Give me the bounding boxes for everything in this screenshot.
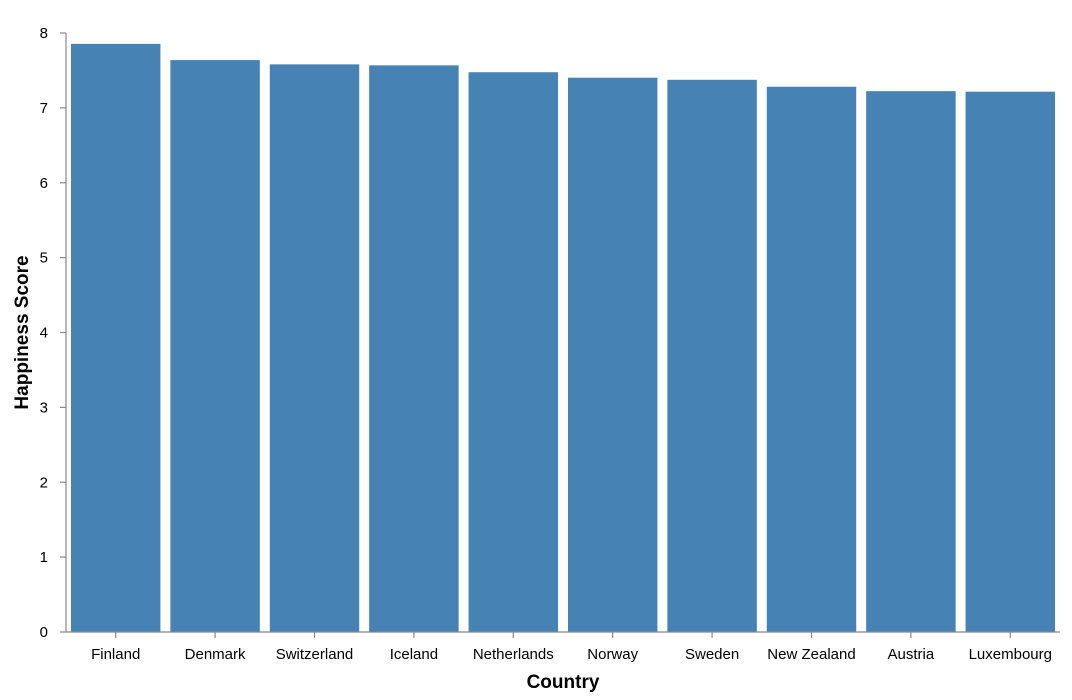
- x-axis-title: Country: [527, 672, 600, 693]
- x-tick-label: Finland: [91, 646, 140, 663]
- x-tick-label: New Zealand: [767, 646, 855, 663]
- bars-group: [70, 43, 1056, 633]
- bar-sweden: [667, 79, 757, 633]
- bar-switzerland: [269, 64, 360, 633]
- y-axis-title: Happiness Score: [12, 255, 33, 409]
- x-tick-label: Netherlands: [473, 646, 554, 663]
- x-tick-label: Luxembourg: [969, 646, 1052, 663]
- y-tick-label: 4: [40, 325, 48, 342]
- bar-denmark: [170, 60, 260, 633]
- bar-new-zealand: [766, 86, 857, 632]
- bar-norway: [567, 77, 658, 632]
- x-tick-label: Iceland: [390, 646, 438, 663]
- y-tick-label: 6: [40, 175, 48, 192]
- y-tick-label: 5: [40, 250, 48, 267]
- x-axis: Finland Denmark Switzerland Iceland Netherla…: [66, 631, 1060, 663]
- x-tick-label: Austria: [888, 646, 935, 663]
- bar-luxembourg: [965, 91, 1056, 632]
- y-tick-label: 2: [40, 474, 48, 491]
- bar-iceland: [369, 65, 459, 633]
- bar-netherlands: [468, 72, 559, 633]
- y-tick-label: 0: [40, 624, 48, 641]
- x-tick-label: Denmark: [185, 646, 246, 663]
- y-tick-label: 3: [40, 399, 48, 416]
- y-tick-label: 8: [40, 25, 48, 42]
- x-tick-label: Norway: [587, 646, 638, 663]
- y-tick-label: 1: [40, 549, 48, 566]
- bar-finland: [70, 43, 161, 633]
- x-tick-label: Sweden: [685, 646, 739, 663]
- y-tick-label: 7: [40, 100, 48, 117]
- y-axis: 0 1 2 3 4 5 6 7 8: [40, 25, 67, 641]
- bar-austria: [866, 91, 956, 633]
- x-tick-label: Switzerland: [276, 646, 354, 663]
